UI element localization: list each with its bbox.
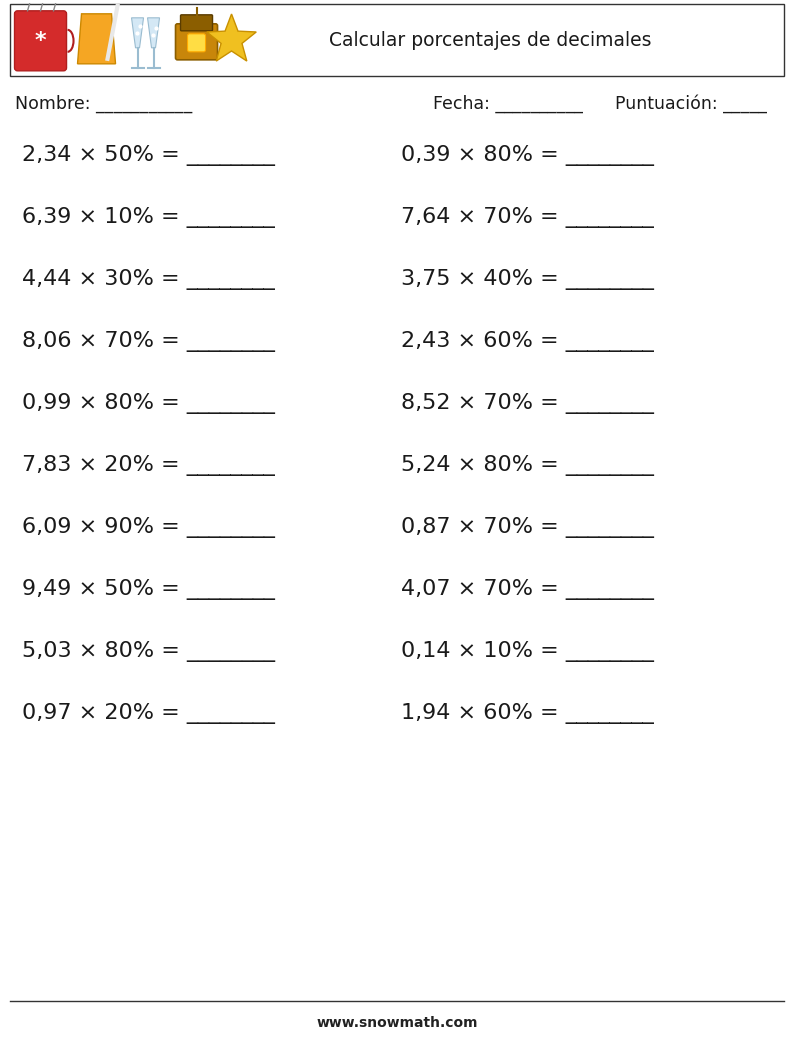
Text: 0,39 × 80% = ________: 0,39 × 80% = ________ [401,145,653,166]
Text: Calcular porcentajes de decimales: Calcular porcentajes de decimales [329,31,651,49]
Text: 9,49 × 50% = ________: 9,49 × 50% = ________ [21,579,275,600]
Text: 7,83 × 20% = ________: 7,83 × 20% = ________ [21,455,274,476]
Text: 0,99 × 80% = ________: 0,99 × 80% = ________ [21,394,275,414]
Bar [10,4,784,76]
Text: Puntuación: _____: Puntuación: _____ [615,95,767,114]
Polygon shape [148,18,160,47]
FancyBboxPatch shape [187,34,206,52]
Text: 6,09 × 90% = ________: 6,09 × 90% = ________ [21,517,275,538]
Text: 8,52 × 70% = ________: 8,52 × 70% = ________ [401,394,653,414]
Polygon shape [78,14,116,64]
Text: *: * [35,31,46,51]
Text: 6,39 × 10% = ________: 6,39 × 10% = ________ [21,207,274,229]
Text: 0,14 × 10% = ________: 0,14 × 10% = ________ [401,641,653,662]
Polygon shape [132,18,144,47]
Text: 5,24 × 80% = ________: 5,24 × 80% = ________ [401,455,653,476]
Text: 3,75 × 40% = ________: 3,75 × 40% = ________ [401,270,653,291]
Text: 5,03 × 80% = ________: 5,03 × 80% = ________ [21,641,275,662]
Text: 7,64 × 70% = ________: 7,64 × 70% = ________ [401,207,653,229]
Text: Fecha: __________: Fecha: __________ [433,95,583,113]
Text: www.snowmath.com: www.snowmath.com [316,1016,478,1030]
Text: 2,34 × 50% = ________: 2,34 × 50% = ________ [21,145,275,166]
Text: 0,87 × 70% = ________: 0,87 × 70% = ________ [401,517,653,538]
FancyBboxPatch shape [180,15,213,31]
FancyBboxPatch shape [175,24,218,60]
Text: 1,94 × 60% = ________: 1,94 × 60% = ________ [401,703,653,724]
Text: 0,97 × 20% = ________: 0,97 × 20% = ________ [21,703,275,724]
Text: Nombre: ___________: Nombre: ___________ [14,95,192,113]
Text: 8,06 × 70% = ________: 8,06 × 70% = ________ [21,332,275,353]
Text: 2,43 × 60% = ________: 2,43 × 60% = ________ [401,332,653,353]
FancyBboxPatch shape [14,11,67,71]
Text: 4,44 × 30% = ________: 4,44 × 30% = ________ [21,270,274,291]
Text: 4,07 × 70% = ________: 4,07 × 70% = ________ [401,579,653,600]
Polygon shape [206,14,256,61]
